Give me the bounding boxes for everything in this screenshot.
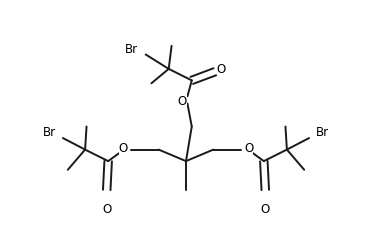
Text: O: O — [261, 202, 270, 215]
Text: Br: Br — [125, 43, 138, 55]
Text: Br: Br — [43, 126, 56, 139]
Text: O: O — [177, 95, 187, 108]
Text: O: O — [244, 141, 253, 154]
Text: O: O — [102, 202, 111, 215]
Text: O: O — [217, 63, 226, 76]
Text: Br: Br — [316, 126, 329, 139]
Text: O: O — [119, 141, 128, 154]
